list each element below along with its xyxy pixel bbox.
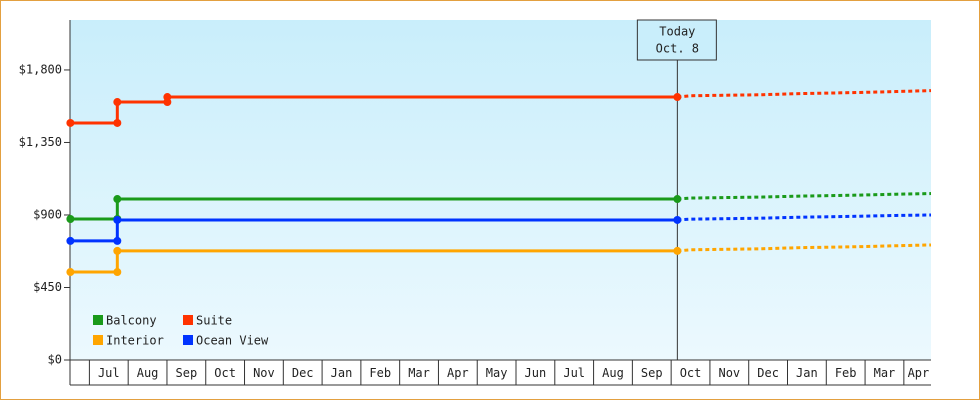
- point: [673, 93, 682, 102]
- legend-label: Suite: [196, 314, 232, 328]
- x-tick-label: Nov: [253, 366, 275, 380]
- x-tick-label: Aug: [137, 366, 159, 380]
- x-tick-label: Jan: [331, 366, 353, 380]
- point: [673, 195, 682, 204]
- x-tick-label: Apr: [908, 366, 930, 380]
- x-tick-label: Jan: [796, 366, 818, 380]
- x-tick-label: May: [486, 366, 508, 380]
- legend-label: Ocean View: [196, 334, 269, 348]
- x-tick-label: Nov: [718, 366, 740, 380]
- x-tick-label: Mar: [874, 366, 896, 380]
- legend-label: Interior: [106, 334, 164, 348]
- point-end: [113, 236, 122, 245]
- x-tick-label: Dec: [757, 366, 779, 380]
- y-tick-label: $1,350: [19, 135, 62, 149]
- point: [113, 195, 122, 204]
- y-tick-label: $900: [33, 207, 62, 221]
- x-tick-label: Feb: [369, 366, 391, 380]
- point-end: [163, 98, 172, 107]
- y-tick-label: $0: [48, 353, 62, 367]
- point: [66, 236, 75, 245]
- today-label: Today: [659, 25, 695, 39]
- x-tick-label: Jun: [525, 366, 547, 380]
- forecast-line: [677, 89, 932, 99]
- x-tick-label: Apr: [447, 366, 469, 380]
- today-label: Oct. 8: [656, 42, 699, 56]
- y-tick-label: $1,800: [19, 62, 62, 76]
- point: [66, 268, 75, 277]
- x-tick-label: Dec: [292, 366, 314, 380]
- forecast-line: [677, 213, 932, 222]
- today-box: [636, 19, 717, 61]
- x-tick-label: Jul: [563, 366, 585, 380]
- point-end: [113, 118, 122, 127]
- legend-swatch: [93, 335, 103, 345]
- x-tick-label: Jul: [98, 366, 120, 380]
- x-tick-label: Sep: [641, 366, 663, 380]
- point: [113, 246, 122, 255]
- x-tick-label: Oct: [680, 366, 702, 380]
- legend-swatch: [183, 335, 193, 345]
- point: [66, 118, 75, 127]
- point: [66, 215, 75, 224]
- legend-swatch: [93, 315, 103, 325]
- point-end: [113, 268, 122, 277]
- x-tick-label: Sep: [176, 366, 198, 380]
- legend-label: Balcony: [106, 314, 157, 328]
- x-tick-label: Aug: [602, 366, 624, 380]
- x-tick-label: Mar: [408, 366, 430, 380]
- legend-swatch: [183, 315, 193, 325]
- point: [113, 98, 122, 107]
- point: [673, 246, 682, 255]
- forecast-line: [677, 243, 932, 253]
- forecast-line: [677, 192, 932, 201]
- x-tick-label: Feb: [835, 366, 857, 380]
- point: [673, 215, 682, 224]
- y-tick-label: $450: [33, 280, 62, 294]
- point: [113, 215, 122, 224]
- x-tick-label: Oct: [214, 366, 236, 380]
- plot-background: [70, 20, 931, 360]
